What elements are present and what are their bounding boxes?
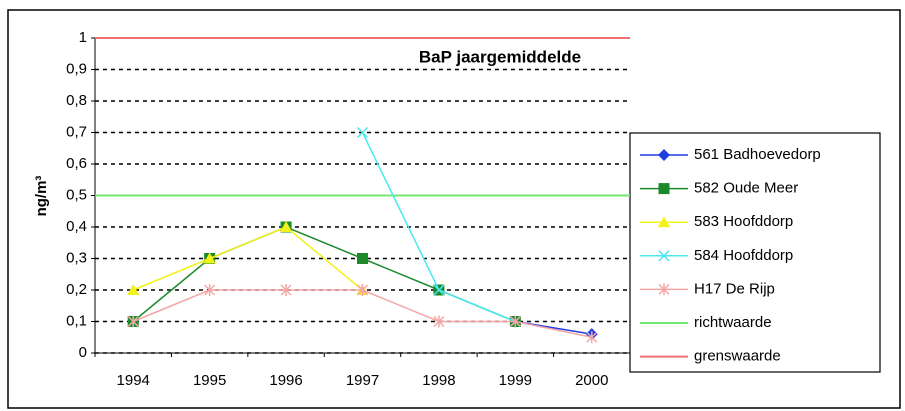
legend-label: 582 Oude Meer (694, 180, 798, 197)
y-tick-label: 1 (79, 29, 87, 46)
legend-label: H17 De Rijp (694, 280, 775, 297)
x-tick-label: 1995 (193, 372, 226, 389)
data-point (356, 126, 369, 139)
data-point (357, 253, 368, 264)
y-tick-label: 0,7 (66, 123, 87, 140)
y-tick-label: 0,9 (66, 60, 87, 77)
data-point (433, 284, 445, 296)
data-point (127, 284, 140, 295)
legend-label: 584 Hoofddorp (694, 247, 793, 264)
data-point (509, 315, 521, 328)
y-tick-label: 0,4 (66, 218, 87, 235)
legend-label: 561 Badhoevedorp (694, 146, 821, 163)
y-tick-label: 0 (79, 344, 87, 361)
x-tick-label: 2000 (575, 372, 608, 389)
y-tick-label: 0,8 (66, 92, 87, 109)
y-tick-label: 0,6 (66, 155, 87, 172)
data-point (280, 221, 293, 232)
series-line (132, 226, 363, 291)
x-tick-label: 1998 (422, 372, 455, 389)
y-tick-label: 0,1 (66, 312, 87, 329)
data-point (127, 315, 139, 328)
y-tick-label: 0,3 (66, 249, 87, 266)
y-tick-label: 0,5 (66, 186, 87, 203)
legend-marker (658, 149, 670, 161)
legend-marker (658, 183, 670, 195)
legend-label: richtwaarde (694, 314, 772, 331)
legend-marker (658, 283, 670, 296)
x-tick-label: 1999 (499, 372, 532, 389)
chart-title: BaP jaargemiddelde (419, 47, 581, 66)
y-axis-label: ng/m³ (33, 176, 50, 217)
data-point (203, 252, 216, 264)
data-point (356, 284, 369, 296)
x-tick-label: 1997 (346, 372, 379, 389)
legend-label: grenswaarde (694, 348, 781, 365)
legend-label: 583 Hoofddorp (694, 213, 793, 230)
legend (629, 132, 881, 373)
x-tick-label: 1994 (117, 372, 150, 389)
data-point (204, 284, 216, 296)
legend-marker (658, 216, 670, 228)
legend-marker (658, 250, 670, 262)
x-tick-label: 1996 (269, 372, 302, 389)
data-point (280, 284, 292, 296)
data-point (586, 331, 598, 344)
data-point (433, 315, 445, 328)
y-tick-label: 0,2 (66, 281, 87, 298)
